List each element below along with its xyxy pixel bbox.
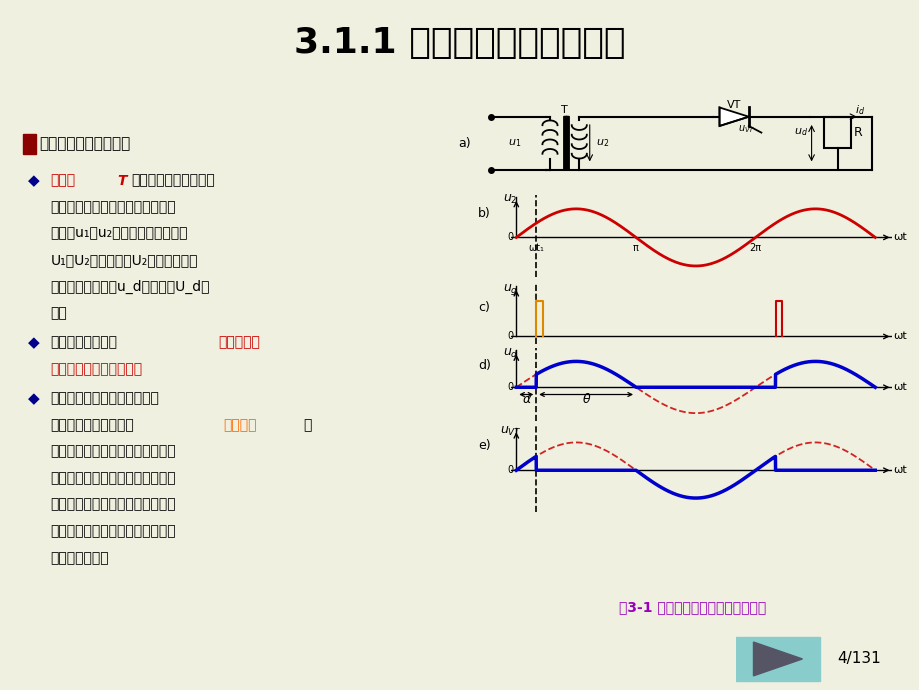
Text: ，: ， — [303, 418, 312, 432]
Text: ωt₁: ωt₁ — [528, 243, 544, 253]
Text: $u_2$: $u_2$ — [503, 193, 517, 206]
Bar — [735, 638, 819, 680]
Text: 2π: 2π — [749, 243, 761, 253]
Text: $u_2$: $u_2$ — [596, 137, 608, 149]
Bar — [823, 117, 850, 148]
Text: 0: 0 — [506, 233, 513, 242]
Text: 3.1.1 单相半波可控整流电路: 3.1.1 单相半波可控整流电路 — [294, 26, 625, 60]
Text: 起变换电压和隔离的作: 起变换电压和隔离的作 — [131, 174, 215, 188]
Text: θ: θ — [582, 393, 589, 406]
Bar — [23, 134, 36, 154]
Text: 变压器: 变压器 — [51, 174, 75, 188]
Text: 定。: 定。 — [51, 306, 67, 320]
Text: $i_d$: $i_d$ — [854, 104, 864, 117]
Text: ◆: ◆ — [28, 391, 40, 406]
Text: 非特意研究晶闸管的开通、关断过: 非特意研究晶闸管的开通、关断过 — [51, 497, 176, 511]
Text: 程，一般认为晶闸管的开通与关断: 程，一般认为晶闸管的开通与关断 — [51, 524, 176, 538]
Text: R: R — [852, 126, 861, 139]
Text: 0: 0 — [506, 382, 513, 392]
Text: 分别用u₁和u₂表示，有效值分别用: 分别用u₁和u₂表示，有效值分别用 — [51, 227, 187, 241]
Text: 成正比，两者波形相同。: 成正比，两者波形相同。 — [51, 362, 142, 376]
Text: $u_g$: $u_g$ — [503, 282, 517, 297]
Text: d): d) — [478, 359, 491, 373]
Text: 用，其一次侧和二次侧电压瞬时值: 用，其一次侧和二次侧电压瞬时值 — [51, 200, 176, 214]
Text: ◆: ◆ — [28, 173, 40, 188]
Text: 0: 0 — [506, 465, 513, 475]
Text: 电压与电流: 电压与电流 — [219, 335, 260, 350]
Text: π: π — [632, 243, 638, 253]
Text: VT: VT — [726, 100, 741, 110]
Text: 图3-1 单相半波可控整流电路及波形: 图3-1 单相半波可控整流电路及波形 — [618, 600, 766, 614]
Text: ωt: ωt — [892, 465, 906, 475]
Text: e): e) — [478, 440, 491, 452]
Polygon shape — [719, 108, 748, 126]
Text: 过程瞬时完成。: 过程瞬时完成。 — [51, 551, 109, 564]
Text: 理想器件: 理想器件 — [223, 418, 256, 432]
Text: ◆: ◆ — [28, 335, 40, 350]
Text: c): c) — [478, 301, 490, 313]
Text: 0: 0 — [506, 331, 513, 342]
Text: ωt: ωt — [892, 382, 906, 392]
Text: T: T — [118, 174, 127, 188]
Text: $u_{VT}$: $u_{VT}$ — [499, 424, 521, 437]
Text: U₁和U₂表示，其中U₂的大小根据需: U₁和U₂表示，其中U₂的大小根据需 — [51, 253, 198, 267]
Text: 4/131: 4/131 — [836, 651, 880, 667]
Text: 带电阻负载的工作情况: 带电阻负载的工作情况 — [39, 137, 130, 151]
Text: 即晶闸管导通时其管压降等于零，: 即晶闸管导通时其管压降等于零， — [51, 444, 176, 458]
Text: 在分析整流电路工作时，认为: 在分析整流电路工作时，认为 — [51, 391, 159, 405]
Text: 晶闸管（开关器件）为: 晶闸管（开关器件）为 — [51, 418, 134, 432]
Text: a): a) — [458, 137, 470, 150]
Text: 晶闸管阻断时其漏电流等于零，除: 晶闸管阻断时其漏电流等于零，除 — [51, 471, 176, 485]
Text: $u_{VT}$: $u_{VT}$ — [737, 123, 754, 135]
Text: 要的直流输出电压u_d的平均值U_d确: 要的直流输出电压u_d的平均值U_d确 — [51, 279, 210, 294]
Text: b): b) — [478, 208, 491, 220]
Text: α: α — [522, 393, 530, 406]
Text: $u_1$: $u_1$ — [507, 137, 520, 149]
Text: T: T — [561, 105, 567, 115]
Text: ωt: ωt — [892, 331, 906, 342]
Text: ωt: ωt — [892, 233, 906, 242]
Text: 电阻负载的特点是: 电阻负载的特点是 — [51, 335, 118, 350]
Text: $u_d$: $u_d$ — [793, 127, 807, 139]
Text: $u_d$: $u_d$ — [503, 346, 517, 359]
Polygon shape — [753, 642, 801, 676]
